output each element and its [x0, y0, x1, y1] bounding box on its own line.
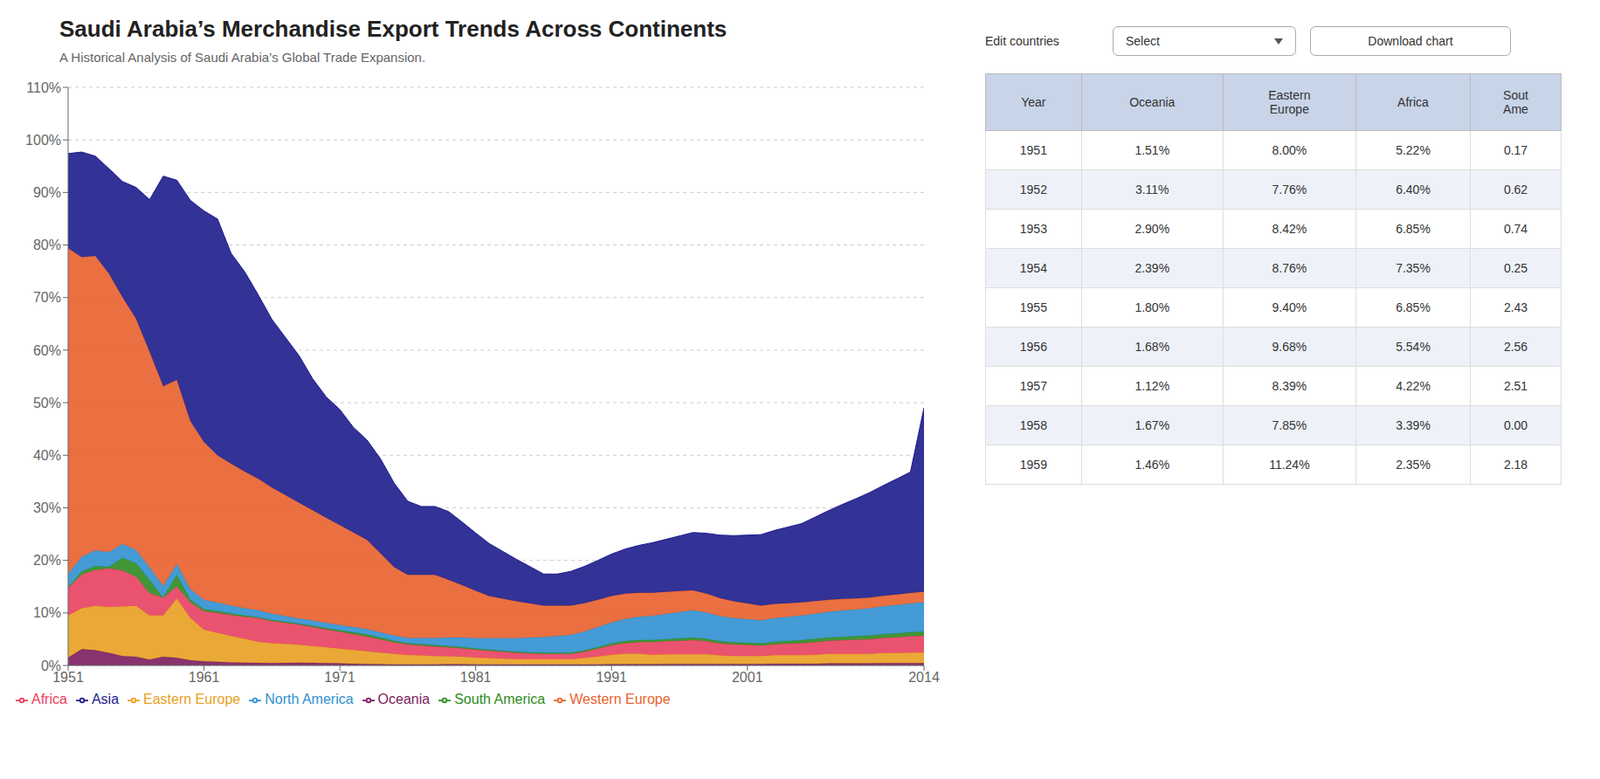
html-text:1957: 1957: [1019, 379, 1048, 394]
html-text:9.68%: 9.68%: [1272, 339, 1307, 354]
html-text:Select: Select: [1125, 34, 1160, 49]
html-text:1951: 1951: [1019, 143, 1048, 158]
html-text:2.18: 2.18: [1503, 457, 1528, 472]
html-text:1952: 1952: [1019, 182, 1048, 197]
html-text:1955: 1955: [1019, 300, 1048, 315]
html-text:Oceania: Oceania: [377, 691, 430, 707]
html-text:1.46%: 1.46%: [1134, 457, 1170, 472]
html-text:1.51%: 1.51%: [1134, 143, 1170, 158]
svg-text:20%: 20%: [33, 552, 62, 568]
html-text:Eastern Europe: Eastern Europe: [1268, 88, 1311, 117]
html-text:South America: South America: [454, 691, 546, 707]
svg-text:1991: 1991: [595, 669, 628, 685]
html-text:1953: 1953: [1019, 221, 1048, 236]
html-text:3.11%: 3.11%: [1135, 182, 1170, 197]
svg-text:10%: 10%: [33, 605, 62, 621]
svg-text:1951: 1951: [52, 670, 84, 686]
html-text:0.17: 0.17: [1503, 143, 1528, 158]
html-text:A Historical Analysis of Saudi: A Historical Analysis of Saudi Arabia’s …: [59, 49, 426, 65]
html-text:2.51: 2.51: [1503, 379, 1528, 394]
svg-text:70%: 70%: [33, 289, 62, 305]
html-text:1959: 1959: [1019, 457, 1048, 472]
html-text:Western Europe: Western Europe: [569, 691, 671, 707]
html-text:1958: 1958: [1019, 418, 1048, 433]
html-text:7.35%: 7.35%: [1395, 261, 1431, 276]
svg-text:1961: 1961: [188, 669, 221, 685]
html-text:6.40%: 6.40%: [1395, 182, 1431, 197]
html-text:Asia: Asia: [91, 691, 119, 707]
html-text:3.39%: 3.39%: [1395, 418, 1431, 433]
html-text:Sout Ame: Sout Ame: [1503, 88, 1529, 117]
svg-text:30%: 30%: [33, 500, 62, 516]
html-text:5.54%: 5.54%: [1395, 339, 1431, 354]
html-text:1954: 1954: [1019, 261, 1048, 276]
html-text:Download chart: Download chart: [1368, 34, 1453, 49]
html-text:2.39%: 2.39%: [1134, 261, 1170, 276]
html-text:0.62: 0.62: [1503, 182, 1528, 197]
html-text:11.24%: 11.24%: [1269, 457, 1310, 472]
svg-text:40%: 40%: [33, 448, 62, 463]
html-text:2.43: 2.43: [1503, 300, 1528, 315]
html-text:8.39%: 8.39%: [1272, 379, 1307, 394]
html-text:2.90%: 2.90%: [1134, 221, 1170, 236]
html-text:North America: North America: [264, 691, 354, 707]
html-text:6.85%: 6.85%: [1395, 300, 1431, 315]
svg-text:1981: 1981: [460, 669, 492, 685]
html-text:2.35%: 2.35%: [1395, 457, 1431, 472]
html-text:Oceania: Oceania: [1129, 95, 1175, 110]
html-text:9.40%: 9.40%: [1272, 300, 1307, 315]
html-text:5.22%: 5.22%: [1395, 143, 1431, 158]
html-text:1.12%: 1.12%: [1134, 379, 1170, 394]
html-text:6.85%: 6.85%: [1395, 221, 1431, 236]
html-text:Africa: Africa: [1397, 95, 1429, 110]
svg-text:100%: 100%: [25, 132, 62, 148]
svg-text:110%: 110%: [26, 80, 62, 96]
svg-text:2014: 2014: [908, 669, 940, 685]
html-text:2.56: 2.56: [1503, 339, 1528, 354]
html-text:Year: Year: [1021, 95, 1046, 110]
html-text:Eastern Europe: Eastern Europe: [143, 691, 241, 707]
svg-text:80%: 80%: [33, 237, 62, 253]
html-text:Edit countries: Edit countries: [985, 34, 1060, 49]
html-text:8.76%: 8.76%: [1272, 261, 1307, 276]
html-text:1.67%: 1.67%: [1134, 418, 1170, 433]
svg-text:0%: 0%: [41, 658, 62, 674]
html-text:7.85%: 7.85%: [1272, 418, 1307, 433]
svg-text:1971: 1971: [324, 669, 356, 685]
svg-text:2001: 2001: [731, 669, 764, 685]
svg-text:90%: 90%: [33, 185, 62, 200]
html-text:8.00%: 8.00%: [1272, 143, 1307, 158]
html-text:7.76%: 7.76%: [1272, 182, 1307, 197]
html-text:1.80%: 1.80%: [1134, 300, 1170, 315]
html-text:1956: 1956: [1019, 339, 1048, 354]
svg-text:50%: 50%: [33, 395, 62, 411]
html-text:1.68%: 1.68%: [1134, 339, 1170, 354]
html-text:Africa: Africa: [31, 691, 68, 707]
html-text:0.25: 0.25: [1503, 261, 1528, 276]
svg-text:60%: 60%: [33, 343, 62, 359]
html-text:0.00: 0.00: [1503, 418, 1528, 433]
html-text:4.22%: 4.22%: [1395, 379, 1431, 394]
html-text:Saudi Arabia’s Merchandise Exp: Saudi Arabia’s Merchandise Export Trends…: [59, 15, 727, 42]
html-text:0.74: 0.74: [1503, 221, 1528, 236]
html-text:8.42%: 8.42%: [1272, 221, 1307, 236]
